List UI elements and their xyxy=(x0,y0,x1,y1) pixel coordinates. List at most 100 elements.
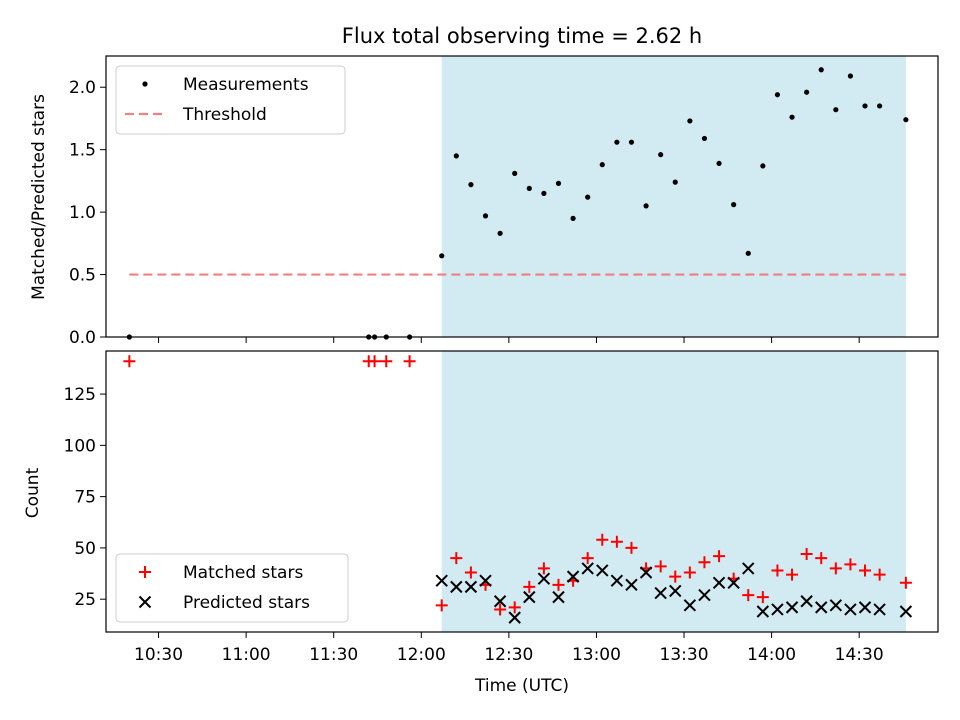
y-tick-label: 100 xyxy=(64,436,96,456)
predicted-stars-point xyxy=(566,570,580,583)
plot-frame xyxy=(105,55,939,338)
predicted-stars-point xyxy=(669,584,682,598)
x-tick-label: 13:00 xyxy=(572,645,621,665)
legend-item: Measurements xyxy=(142,75,309,95)
measurement-point xyxy=(643,203,649,209)
measurement-point xyxy=(672,179,678,185)
measurement-point xyxy=(731,202,737,208)
predicted-stars-point xyxy=(654,586,667,600)
plot-frame xyxy=(105,350,939,633)
measurement-point xyxy=(482,213,489,219)
measurement-point xyxy=(526,185,532,191)
matched-stars-point xyxy=(123,355,136,368)
matched-stars-point xyxy=(899,576,912,589)
legend-box xyxy=(115,65,346,135)
measurement-point xyxy=(585,194,591,200)
predicted-stars-point xyxy=(785,601,799,614)
predicted-stars-point xyxy=(771,603,784,616)
matched-stars-point xyxy=(596,533,609,546)
matched-stars-point xyxy=(698,556,711,569)
series-matched-stars xyxy=(123,355,912,616)
measurement-point xyxy=(833,107,839,113)
predicted-stars-point xyxy=(552,590,565,604)
measurement-point xyxy=(468,182,474,188)
measurement-point xyxy=(745,250,751,256)
y-tick-label: 125 xyxy=(64,385,96,405)
predicted-stars-point xyxy=(858,601,872,614)
legend-box xyxy=(115,553,349,623)
measurement-point xyxy=(789,114,795,120)
bottom-y-axis-label: Count xyxy=(23,467,43,518)
y-tick-label: 25 xyxy=(74,590,96,610)
predicted-stars-point xyxy=(873,603,886,616)
legend-label: Matched stars xyxy=(183,563,303,583)
legend-swatch xyxy=(138,595,152,609)
predicted-stars-point xyxy=(815,601,828,614)
matched-stars-point xyxy=(435,599,448,612)
matched-stars-point xyxy=(742,589,755,602)
predicted-stars-point xyxy=(698,588,711,602)
measurement-point xyxy=(818,67,824,73)
legend-swatch xyxy=(142,81,148,87)
y-tick-label: 2.0 xyxy=(69,78,96,98)
legend-item: Predicted stars xyxy=(138,593,310,613)
predicted-stars-point xyxy=(727,576,740,589)
x-tick-label: 12:30 xyxy=(484,645,533,665)
legend-label: Measurements xyxy=(183,75,309,95)
legend: Matched stars Predicted stars xyxy=(115,553,349,623)
matched-stars-point xyxy=(581,552,594,565)
matched-stars-point xyxy=(756,591,769,604)
predicted-stars-point xyxy=(712,576,726,589)
legend-item: Threshold xyxy=(125,105,267,125)
x-tick-label: 14:00 xyxy=(747,645,796,665)
legend-label: Predicted stars xyxy=(183,593,310,613)
matched-stars-point xyxy=(523,580,536,593)
y-tick-label: 75 xyxy=(74,488,96,508)
y-tick-label: 1.0 xyxy=(69,203,96,223)
predicted-stars-point xyxy=(596,564,609,577)
predicted-stars-point xyxy=(537,572,551,585)
x-tick-label: 11:00 xyxy=(222,645,271,665)
measurement-point xyxy=(716,160,722,167)
measurement-point xyxy=(614,139,620,145)
measurement-point xyxy=(453,153,459,159)
observing-interval-shade xyxy=(441,56,906,337)
predicted-stars-point xyxy=(450,580,463,594)
matched-stars-point xyxy=(552,578,565,591)
predicted-stars-point xyxy=(625,578,638,592)
measurement-point xyxy=(555,180,562,186)
matched-stars-point xyxy=(464,566,477,579)
chart-title: Flux total observing time = 2.62 h xyxy=(342,24,702,48)
predicted-stars-point xyxy=(435,574,448,587)
measurement-point xyxy=(903,117,909,123)
measurement-point xyxy=(774,92,781,98)
count-panel: 25 50 75 100 125 10:30 11:00 11:30 12:00 12:30 13:… xyxy=(64,350,939,665)
matched-stars-point xyxy=(771,564,784,577)
matched-stars-point xyxy=(786,568,799,581)
matched-stars-point xyxy=(450,552,463,565)
matched-stars-point xyxy=(537,562,550,575)
x-tick-label: 14:30 xyxy=(835,645,884,665)
matched-stars-point xyxy=(873,568,886,581)
predicted-stars-point xyxy=(508,611,521,624)
matched-stars-point xyxy=(610,535,623,548)
predicted-stars-point xyxy=(639,566,653,579)
measurement-point xyxy=(804,89,810,95)
matched-stars-point xyxy=(683,566,696,579)
x-tick-label: 10:30 xyxy=(134,645,183,665)
y-tick-label: 0.5 xyxy=(69,266,96,286)
matched-stars-point xyxy=(669,570,682,583)
predicted-stars-point xyxy=(479,574,492,587)
measurement-point xyxy=(512,170,518,176)
matched-stars-point xyxy=(494,603,507,616)
predicted-stars-point xyxy=(610,574,624,587)
predicted-stars-point xyxy=(800,595,813,608)
observing-interval-shade xyxy=(441,351,906,632)
x-tick-label: 13:30 xyxy=(660,645,709,665)
measurement-point xyxy=(541,190,547,196)
measurement-point xyxy=(877,103,883,109)
matched-stars-point xyxy=(380,355,393,368)
measurement-point xyxy=(862,103,868,109)
predicted-stars-point xyxy=(581,562,594,575)
